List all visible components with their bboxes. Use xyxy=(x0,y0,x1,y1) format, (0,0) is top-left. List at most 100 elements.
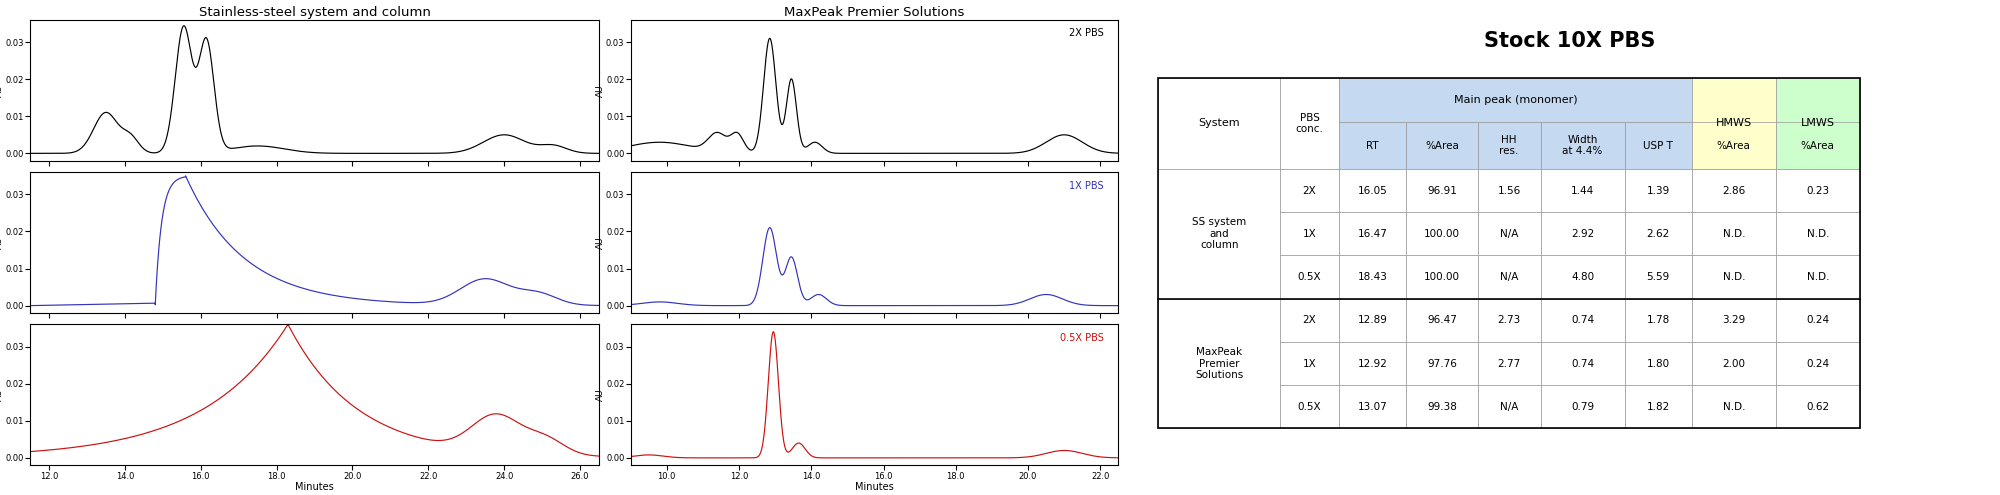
Bar xyxy=(1624,342,1692,385)
Text: USP T: USP T xyxy=(1644,141,1674,150)
Bar xyxy=(1280,342,1340,385)
Text: %Area: %Area xyxy=(1424,141,1458,150)
Text: N.D.: N.D. xyxy=(1722,229,1746,239)
Y-axis label: AU: AU xyxy=(596,236,604,249)
Text: 2.92: 2.92 xyxy=(1570,229,1594,239)
Text: N/A: N/A xyxy=(1500,229,1518,239)
Text: HMWS: HMWS xyxy=(1716,118,1752,128)
Bar xyxy=(1158,78,1280,169)
Bar xyxy=(1340,78,1692,122)
Bar xyxy=(1340,298,1406,342)
Bar xyxy=(1280,169,1340,212)
Text: 0.5X: 0.5X xyxy=(1298,272,1322,282)
Text: 96.91: 96.91 xyxy=(1426,186,1456,196)
Bar xyxy=(1540,298,1624,342)
Bar xyxy=(1624,298,1692,342)
Text: 2.77: 2.77 xyxy=(1498,358,1520,368)
Text: 1.82: 1.82 xyxy=(1646,402,1670,412)
Text: 1X: 1X xyxy=(1302,358,1316,368)
Y-axis label: AU: AU xyxy=(596,389,604,401)
Bar xyxy=(1340,385,1406,428)
Bar xyxy=(1280,385,1340,428)
Bar xyxy=(1540,169,1624,212)
Text: 1.39: 1.39 xyxy=(1646,186,1670,196)
Bar xyxy=(1478,342,1540,385)
Text: 100.00: 100.00 xyxy=(1424,229,1460,239)
Y-axis label: AU: AU xyxy=(0,389,4,401)
Text: 100.00: 100.00 xyxy=(1424,272,1460,282)
Bar xyxy=(1776,78,1860,169)
Bar xyxy=(1692,255,1776,298)
Text: Main peak (monomer): Main peak (monomer) xyxy=(1454,95,1578,105)
Text: 0.23: 0.23 xyxy=(1806,186,1830,196)
Text: 1.80: 1.80 xyxy=(1646,358,1670,368)
Bar xyxy=(1692,342,1776,385)
Text: HH
res.: HH res. xyxy=(1500,135,1518,156)
Text: Width
at 4.4%: Width at 4.4% xyxy=(1562,135,1602,156)
Bar xyxy=(1776,212,1860,255)
Text: 1.56: 1.56 xyxy=(1498,186,1520,196)
Text: 0.62: 0.62 xyxy=(1806,402,1830,412)
Text: N.D.: N.D. xyxy=(1806,272,1830,282)
Bar xyxy=(1340,255,1406,298)
Bar xyxy=(1776,255,1860,298)
Text: 5.59: 5.59 xyxy=(1646,272,1670,282)
Text: 16.47: 16.47 xyxy=(1358,229,1388,239)
Bar xyxy=(1624,169,1692,212)
Bar xyxy=(1478,385,1540,428)
Bar xyxy=(1478,169,1540,212)
Bar xyxy=(1158,78,1860,428)
Bar xyxy=(1478,122,1540,169)
Bar xyxy=(1478,212,1540,255)
Bar xyxy=(1692,78,1776,169)
Y-axis label: AU: AU xyxy=(0,84,4,97)
Text: 1.78: 1.78 xyxy=(1646,315,1670,325)
Text: MaxPeak
Premier
Solutions: MaxPeak Premier Solutions xyxy=(1196,347,1244,380)
Bar xyxy=(1406,212,1478,255)
Bar xyxy=(1158,298,1280,428)
Text: 1X: 1X xyxy=(1302,229,1316,239)
Bar xyxy=(1692,122,1776,169)
Text: 0.74: 0.74 xyxy=(1572,315,1594,325)
Text: N.D.: N.D. xyxy=(1806,229,1830,239)
Text: 97.76: 97.76 xyxy=(1426,358,1456,368)
Bar xyxy=(1776,342,1860,385)
Text: %Area: %Area xyxy=(1716,141,1750,150)
Text: 0.24: 0.24 xyxy=(1806,315,1830,325)
Text: 0.79: 0.79 xyxy=(1572,402,1594,412)
Bar xyxy=(1540,385,1624,428)
Bar xyxy=(1406,169,1478,212)
Bar xyxy=(1692,298,1776,342)
Bar xyxy=(1776,169,1860,212)
Text: 13.07: 13.07 xyxy=(1358,402,1388,412)
Bar xyxy=(1340,122,1406,169)
Text: 0.24: 0.24 xyxy=(1806,358,1830,368)
Bar xyxy=(1158,169,1280,298)
Text: 4.80: 4.80 xyxy=(1572,272,1594,282)
Text: 2.73: 2.73 xyxy=(1498,315,1520,325)
Text: N/A: N/A xyxy=(1500,272,1518,282)
Text: RT: RT xyxy=(1366,141,1378,150)
Title: MaxPeak Premier Solutions: MaxPeak Premier Solutions xyxy=(784,5,964,19)
Bar xyxy=(1406,298,1478,342)
Text: System: System xyxy=(1198,118,1240,128)
Bar xyxy=(1540,212,1624,255)
Text: %Area: %Area xyxy=(1800,141,1834,150)
Bar xyxy=(1406,122,1478,169)
Bar xyxy=(1340,169,1406,212)
Text: 2.62: 2.62 xyxy=(1646,229,1670,239)
Bar xyxy=(1340,212,1406,255)
Text: 3.29: 3.29 xyxy=(1722,315,1746,325)
Text: 0.5X: 0.5X xyxy=(1298,402,1322,412)
Text: 1X PBS: 1X PBS xyxy=(1070,181,1104,191)
Text: N.D.: N.D. xyxy=(1722,272,1746,282)
Text: 2.86: 2.86 xyxy=(1722,186,1746,196)
Bar xyxy=(1624,385,1692,428)
Text: 18.43: 18.43 xyxy=(1358,272,1388,282)
Text: 16.05: 16.05 xyxy=(1358,186,1388,196)
Text: SS system
and
column: SS system and column xyxy=(1192,217,1246,250)
Text: LMWS: LMWS xyxy=(1800,118,1834,128)
Text: 2X PBS: 2X PBS xyxy=(1070,28,1104,38)
Text: N.D.: N.D. xyxy=(1722,402,1746,412)
Bar xyxy=(1478,298,1540,342)
